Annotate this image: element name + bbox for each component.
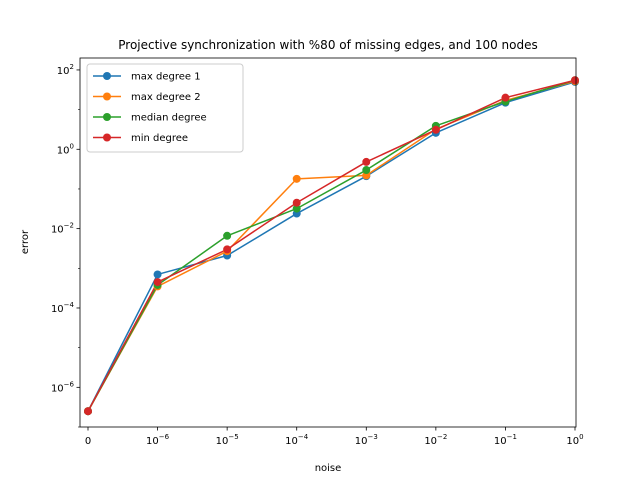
data-point-median-degree	[362, 166, 371, 175]
legend-entry-label: median degree	[131, 113, 207, 124]
legend-swatch-marker	[103, 133, 111, 142]
data-point-min-degree	[153, 278, 162, 287]
data-point-max-degree-2	[292, 174, 301, 183]
data-point-min-degree	[431, 125, 440, 134]
x-tick-label: 10−2	[424, 433, 447, 447]
x-tick-label: 0	[85, 436, 91, 447]
data-point-min-degree	[501, 93, 510, 102]
x-tick-label: 10−6	[146, 433, 170, 447]
legend-swatch-marker	[103, 113, 111, 121]
data-point-median-degree	[223, 231, 232, 240]
data-point-min-degree	[223, 245, 232, 254]
x-tick-label: 10−4	[285, 433, 309, 447]
x-tick-label: 100	[566, 433, 583, 447]
legend: max degree 1 max degree 2 median degree min…	[86, 63, 244, 153]
y-tick-label: 10−6	[51, 380, 75, 394]
x-axis-label: noise	[315, 463, 342, 474]
data-point-median-degree	[292, 204, 301, 213]
y-tick-label: 100	[57, 142, 74, 156]
legend-entry-label: min degree	[131, 133, 188, 144]
plot-markers	[84, 76, 579, 416]
x-tick-label: 10−3	[355, 433, 378, 447]
y-axis: 10−6 10−4 10−2 100 102	[51, 63, 80, 428]
legend-swatch-marker	[103, 72, 111, 80]
legend-swatch-marker	[103, 92, 111, 101]
chart-title: Projective synchronization with %80 of m…	[118, 38, 537, 52]
data-point-min-degree	[362, 157, 371, 166]
data-point-max-degree-1	[153, 270, 162, 279]
series-line-min-degree	[87, 79, 576, 412]
legend-entry-label: max degree 1	[131, 72, 201, 83]
data-point-min-degree	[84, 407, 92, 416]
x-tick-label: 10−5	[216, 433, 239, 447]
series-line-max-degree-1	[87, 81, 576, 412]
y-tick-label: 10−4	[51, 301, 75, 315]
x-axis: 0 10−6 10−5 10−4 10−3 10−2 10−1 100	[85, 427, 584, 447]
data-point-min-degree	[571, 76, 579, 85]
data-point-min-degree	[292, 198, 301, 207]
y-axis-label: error	[20, 229, 31, 254]
legend-box	[86, 63, 244, 153]
plot-lines	[87, 79, 576, 412]
legend-entry-label: max degree 2	[131, 92, 201, 103]
x-tick-label: 10−1	[494, 433, 517, 447]
y-tick-label: 102	[57, 63, 74, 77]
plot-frame	[79, 57, 577, 428]
y-tick-label: 10−2	[51, 222, 74, 236]
